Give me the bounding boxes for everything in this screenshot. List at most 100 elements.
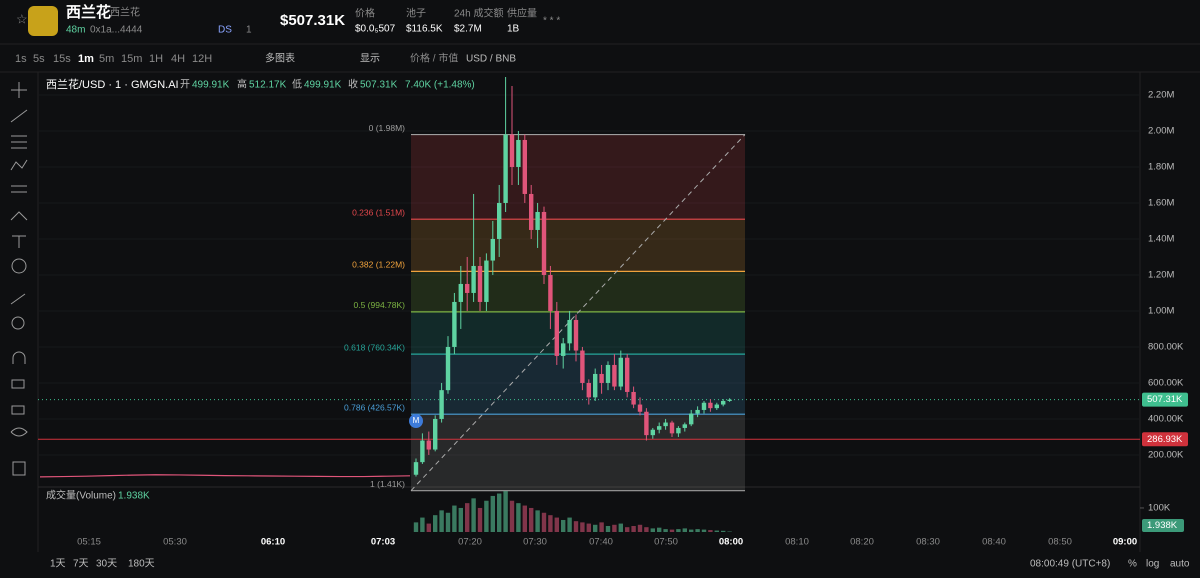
y-tick-label: 400.00K [1148, 413, 1184, 424]
volume-last: 1.938K [118, 491, 150, 502]
last-price-line-label: 507.31K [1147, 394, 1183, 405]
display[interactable]: 显示 [360, 53, 380, 65]
legend-change: 7.40K (+1.48%) [405, 80, 475, 91]
interval[interactable]: 1s [15, 53, 27, 65]
star-icon[interactable]: ☆ [16, 11, 28, 26]
currency[interactable]: USD / BNB [466, 54, 516, 65]
x-tick-label: 05:30 [163, 537, 187, 548]
candle-body [638, 405, 642, 412]
candle-body [606, 365, 610, 383]
multi-chart[interactable]: 多图表 [265, 52, 295, 65]
volume-bar [663, 529, 667, 532]
volume-bar [516, 503, 520, 532]
stars: * * * [543, 16, 560, 27]
candle-body [670, 423, 674, 434]
interval[interactable]: 5s [33, 53, 45, 65]
interval[interactable]: 1H [149, 53, 163, 65]
candle-body [612, 365, 616, 387]
x-tick-label: 07:50 [654, 537, 678, 548]
interval[interactable]: 15s [53, 53, 71, 65]
candle-body [631, 392, 635, 405]
legend-open-label: 开 [180, 80, 190, 91]
log-toggle[interactable]: log [1146, 559, 1159, 570]
volume-bar [695, 529, 699, 532]
interval[interactable]: 4H [171, 53, 185, 65]
candle-body [427, 441, 431, 450]
volume-bar [535, 510, 539, 532]
range[interactable]: 180天 [128, 559, 155, 570]
stat-label: 24h 成交额 [454, 7, 503, 20]
ds-badge[interactable]: DS [218, 25, 232, 36]
auto-toggle[interactable]: auto [1170, 559, 1190, 570]
candle-body [657, 426, 661, 430]
volume-bar [420, 518, 424, 532]
stat-value: $0.0₅507 [355, 24, 396, 35]
volume-bar [715, 531, 719, 532]
candle-body [651, 430, 655, 435]
legend-close-label: 收 [348, 78, 358, 91]
volume-bar [414, 522, 418, 532]
range[interactable]: 1天 [50, 559, 66, 570]
volume-bar [555, 518, 559, 532]
candle-body [484, 261, 488, 302]
y-tick-label: 1.80M [1148, 161, 1174, 172]
volume-title: 成交量(Volume) [46, 489, 116, 502]
clock: 08:00:49 (UTC+8) [1030, 559, 1110, 570]
token-address[interactable]: 0x1a...4444 [90, 25, 143, 36]
range[interactable]: 7天 [73, 559, 89, 570]
candle-body [644, 412, 648, 435]
x-tick-label: 07:20 [458, 537, 482, 548]
candle-body [625, 358, 629, 392]
y-tick-label: 600.00K [1148, 377, 1184, 388]
candle-body [439, 390, 443, 419]
volume-bar [651, 528, 655, 532]
candle-body [471, 266, 475, 293]
x-tick-label: 07:30 [523, 537, 547, 548]
stat-label: 供应量 [507, 7, 537, 20]
y-tick-label: 1.40M [1148, 233, 1174, 244]
candle-body [420, 441, 424, 463]
volume-bar [497, 494, 501, 532]
pct-toggle[interactable]: % [1128, 559, 1137, 570]
volume-bar [510, 501, 514, 532]
candle-body [542, 212, 546, 275]
volume-bar [567, 518, 571, 532]
candle-body [695, 410, 699, 414]
candle-body [587, 383, 591, 397]
x-tick-label: 08:50 [1048, 537, 1072, 548]
volume-bar [465, 503, 469, 532]
volume-bar [676, 529, 680, 532]
volume-bar [439, 510, 443, 532]
candle-body [702, 403, 706, 410]
price-big: $507.31K [280, 12, 345, 29]
range[interactable]: 30天 [96, 559, 117, 570]
token-sub: 西兰花 [110, 6, 140, 19]
price-mcap[interactable]: 价格 / 市值 [410, 52, 458, 65]
volume-bar [587, 524, 591, 532]
volume-bar [580, 522, 584, 532]
volume-bar [683, 528, 687, 532]
volume-bar [657, 528, 661, 532]
interval[interactable]: 12H [192, 53, 212, 65]
volume-bar [638, 525, 642, 532]
interval[interactable]: 15m [121, 53, 142, 65]
fib-band [411, 219, 745, 271]
volume-bar [529, 508, 533, 532]
volume-bar [631, 526, 635, 532]
candle-body [727, 400, 731, 401]
volume-bar [548, 515, 552, 532]
volume-bar [593, 525, 597, 532]
volume-bar [523, 506, 527, 532]
x-tick-label: 05:15 [77, 537, 101, 548]
token-name: 西兰花 [66, 3, 111, 21]
candle-body [510, 135, 514, 167]
interval[interactable]: 5m [99, 53, 114, 65]
volume-bar [721, 531, 725, 532]
interval[interactable]: 1m [78, 53, 94, 65]
stat-label: 池子 [406, 7, 426, 20]
volume-bar [670, 530, 674, 532]
volume-bar [542, 513, 546, 532]
fib-label: 0.5 (994.78K) [353, 300, 405, 310]
fib-label: 0.382 (1.22M) [352, 260, 405, 270]
candle-body [561, 343, 565, 356]
